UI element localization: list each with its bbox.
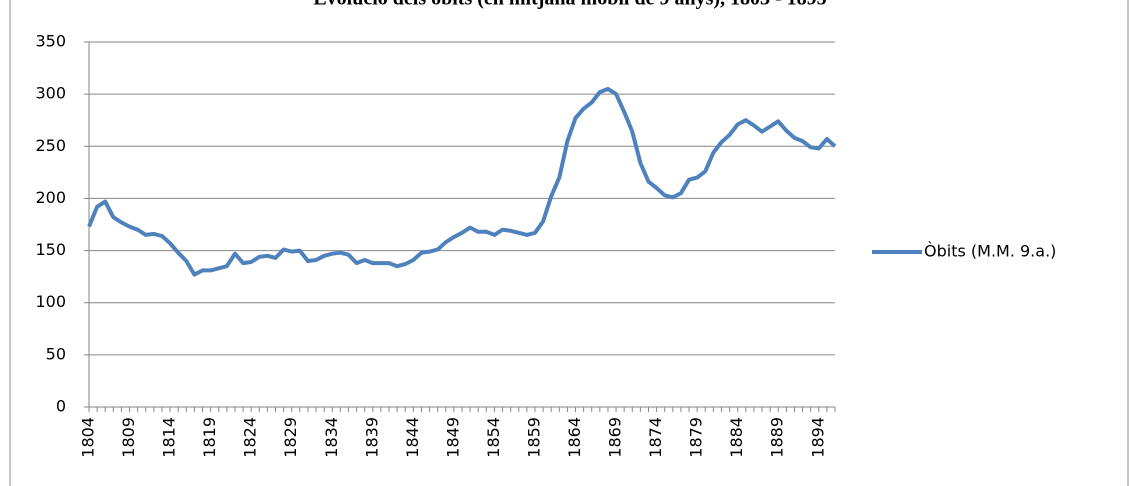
x-tick-label: 1894 [808,417,827,458]
y-tick-label: 50 [46,344,66,363]
chart-title: Evolució dels òbits (en mitjana mòbil de… [313,0,826,10]
x-tick-label: 1874 [646,417,665,458]
line [87,86,837,277]
x-tick-label: 1839 [362,417,381,458]
x-tick-label: 1849 [443,417,462,458]
y-tick-label: 0 [56,397,66,416]
y-tick-label: 250 [35,136,66,155]
y-tick-label: 100 [35,292,66,311]
x-tick-label: 1844 [403,417,422,458]
y-tick-label: 350 [35,32,66,51]
x-tick-label: 1819 [200,417,219,458]
x-tick-label: 1814 [160,417,179,458]
y-tick-label: 300 [35,84,66,103]
chart-frame [9,0,1129,486]
x-tick-label: 1834 [322,417,341,458]
x-tick-label: 1859 [524,417,543,458]
x-tick-label: 1824 [241,417,260,458]
x-tick-label: 1869 [606,417,625,458]
x-tick-label: 1864 [565,417,584,458]
y-tick-label: 200 [35,188,66,207]
x-tick-label: 1854 [484,417,503,458]
x-tick-label: 1804 [79,417,98,458]
x-tick-label: 1889 [768,417,787,458]
y-tick-label: 150 [35,240,66,259]
x-tick-label: 1884 [727,417,746,458]
x-tick-label: 1879 [687,417,706,458]
x-tick-label: 1809 [119,417,138,458]
x-tick-label: 1829 [281,417,300,458]
legend-label: Òbits (M.M. 9.a.) [924,242,1056,261]
